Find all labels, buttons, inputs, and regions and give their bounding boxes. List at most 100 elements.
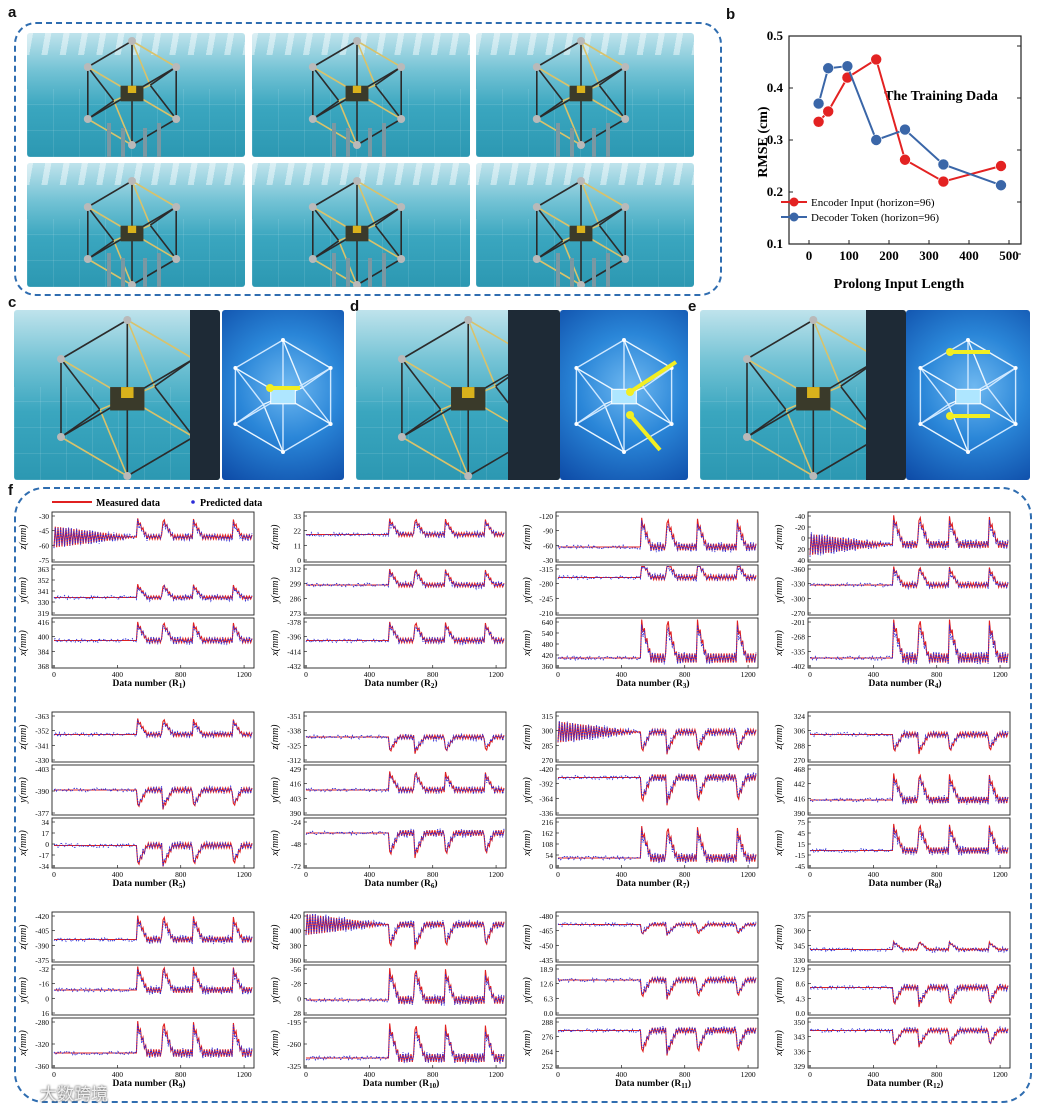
x-axis-label-sub: 1 [179, 682, 183, 690]
x-tick-label: 1200 [237, 870, 252, 879]
tick-label: -120 [539, 512, 553, 521]
x-axis-label-sub: 6 [431, 882, 435, 890]
tick-label: 17 [42, 829, 50, 838]
chart-b-legend-marker [789, 212, 799, 222]
axis-label-x: x(mm) [774, 1030, 785, 1057]
predicted-series-y [53, 784, 253, 809]
axis-label-z: z(mm) [270, 524, 281, 551]
tick-label: -270 [791, 609, 805, 618]
x-tick-label: 1200 [237, 670, 252, 679]
tick-label: -390 [35, 787, 49, 796]
axis-label-y: y(mm) [522, 577, 533, 604]
subplot-R4: z(mm)-40-2002040y(mm)-360-330-300-270x(m… [774, 511, 1011, 690]
chart-b-point [995, 179, 1007, 192]
subplot-R11: z(mm) -480 -465 -450 -435 y(mm) 18.9 12.6 6.3 0.0… [522, 911, 759, 1090]
tick-label: -336 [539, 809, 553, 818]
chart-b-ytick-label: 0.1 [767, 236, 783, 251]
x-tick-label: 400 [364, 670, 376, 679]
tick-label: 270 [794, 756, 806, 765]
x-tick-label: 800 [931, 1070, 943, 1079]
subplot-R3: z(mm) -120 -90 -60 -30 y(mm) -315 -280 -245 -210 x… [522, 511, 759, 690]
chart-b-legend-label: Decoder Token (horizon=96) [811, 212, 939, 224]
x-tick-label: 0 [52, 670, 56, 679]
chart-b-ytick-label: 0.2 [767, 184, 783, 199]
x-axis-label-sub: 2 [431, 682, 435, 690]
tick-label: -320 [35, 1040, 49, 1049]
subplot-R9: z(mm) -420 -405 -390 -375 y(mm) -32 -16 0 16 x(mm)… [18, 911, 255, 1090]
tick-label: 33 [294, 512, 302, 521]
axis-label-x: x(mm) [18, 1030, 29, 1057]
x-tick-label: 800 [175, 870, 187, 879]
tick-label: 45 [798, 829, 806, 838]
tick-label: 20 [798, 545, 806, 554]
predicted-series-z [53, 518, 253, 549]
photo-e-pool [700, 310, 906, 480]
x-axis-label-close: ) [938, 878, 941, 889]
legend-predicted-label: Predicted data [200, 498, 262, 509]
tick-label: 0 [45, 840, 49, 849]
subplot-frame [303, 817, 507, 869]
tick-label: -90 [543, 527, 553, 536]
axis-label-y: y(mm) [522, 977, 533, 1004]
x-axis-label-sub: 4 [935, 682, 939, 690]
axis-label-y: y(mm) [774, 577, 785, 604]
predicted-series-y [809, 981, 1009, 1004]
predicted-series-x [809, 622, 1009, 665]
x-axis-label: Data number (R8) [869, 878, 942, 890]
tick-label: 12.6 [540, 980, 553, 989]
tick-label: -351 [287, 712, 301, 721]
axis-label-y: y(mm) [774, 977, 785, 1004]
panel-label-a: a [8, 4, 17, 21]
x-axis-label-close: ) [686, 878, 689, 889]
axis-label-z: z(mm) [522, 924, 533, 951]
subplot-frame [555, 764, 759, 816]
tick-label: -280 [35, 1018, 49, 1027]
tick-label: 252 [542, 1062, 554, 1071]
tick-label: 468 [794, 765, 806, 774]
x-tick-label: 0 [304, 870, 308, 879]
tick-label: -360 [35, 1062, 49, 1071]
tick-label: -330 [35, 756, 49, 765]
tick-label: 312 [290, 565, 302, 574]
subplot-frame [807, 1017, 1011, 1069]
tick-label: -32 [39, 965, 49, 974]
predicted-series-z [53, 919, 253, 945]
tick-label: -20 [795, 523, 805, 532]
tick-label: 276 [542, 1033, 554, 1042]
predicted-series-x [557, 624, 757, 665]
tick-label: -245 [539, 594, 553, 603]
x-axis-label-close: ) [182, 678, 185, 689]
subplot-frame [51, 564, 255, 616]
x-tick-label: 1200 [993, 870, 1008, 879]
chart-b-point [937, 158, 950, 171]
subplot-frame [807, 511, 1011, 563]
chart-b-xtick-label: 100 [839, 248, 859, 263]
measured-series-y [810, 566, 1009, 590]
axis-label-x: x(mm) [522, 1030, 533, 1057]
x-axis-label-sub: 11 [681, 1082, 688, 1090]
x-axis-label-sub: 9 [179, 1082, 183, 1090]
x-tick-label: 0 [808, 1070, 812, 1079]
tick-label: 12.9 [792, 965, 805, 974]
tick-label: -28 [291, 980, 301, 989]
chart-b-xtick-label: 0 [806, 248, 813, 263]
photo-a-2 [252, 33, 470, 157]
tick-label: -195 [287, 1018, 301, 1027]
subplot-frame [807, 817, 1011, 869]
subplot-frame [555, 564, 759, 616]
axis-label-x: x(mm) [774, 830, 785, 857]
tick-label: 28 [294, 1009, 302, 1018]
axis-label-y: y(mm) [270, 777, 281, 804]
tick-label: -363 [35, 712, 49, 721]
x-tick-label: 0 [52, 1070, 56, 1079]
predicted-series-y [53, 968, 253, 995]
axis-label-y: y(mm) [270, 577, 281, 604]
x-tick-label: 0 [808, 670, 812, 679]
subplot-frame [555, 817, 759, 869]
tick-label: 315 [542, 712, 554, 721]
x-tick-label: 400 [616, 670, 628, 679]
predicted-series-z [305, 913, 505, 946]
tick-label: 345 [794, 941, 806, 950]
tick-label: 375 [794, 912, 806, 921]
x-axis-label: Data number (R2) [365, 678, 438, 690]
